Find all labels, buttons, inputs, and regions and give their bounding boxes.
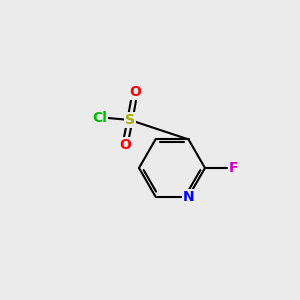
Text: O: O: [129, 85, 141, 99]
Text: O: O: [119, 138, 131, 152]
Text: N: N: [183, 190, 194, 204]
Text: F: F: [228, 161, 238, 175]
Text: Cl: Cl: [93, 111, 107, 125]
Text: S: S: [125, 113, 135, 127]
